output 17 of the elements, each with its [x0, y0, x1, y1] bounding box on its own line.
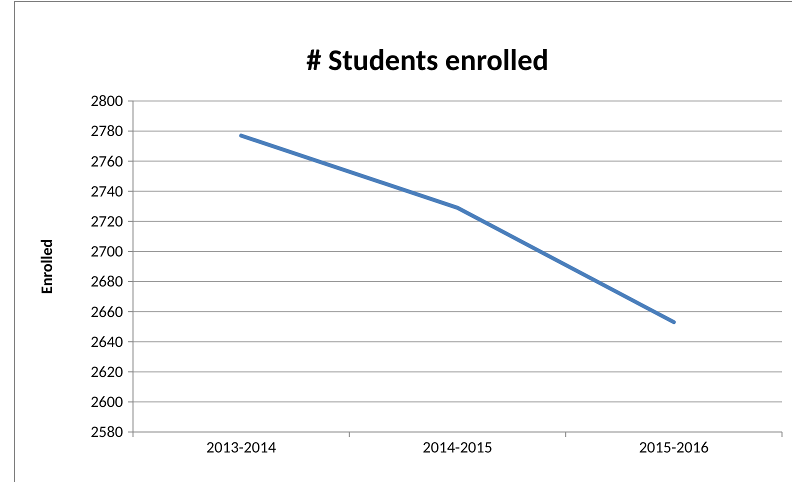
y-tick-label: 2720 — [90, 212, 123, 232]
y-tick-label: 2780 — [90, 122, 123, 142]
y-tick-label: 2740 — [90, 182, 123, 202]
y-tick-label: 2800 — [90, 92, 123, 112]
y-tick-label: 2700 — [90, 242, 123, 262]
x-tick-label: 2014-2015 — [422, 438, 492, 458]
x-tick-label: 2013-2014 — [206, 438, 276, 458]
y-tick-label: 2760 — [90, 152, 123, 172]
y-tick-label: 2660 — [90, 302, 123, 322]
x-tick-label: 2015-2016 — [638, 438, 709, 458]
y-axis-title: Enrolled — [38, 239, 57, 294]
y-tick-label: 2640 — [90, 332, 123, 352]
chart-title: # Students enrolled — [306, 42, 549, 79]
y-tick-label: 2620 — [90, 362, 123, 382]
y-tick-label: 2680 — [90, 272, 123, 292]
y-tick-label: 2580 — [90, 423, 123, 442]
y-tick-label: 2600 — [90, 393, 123, 412]
